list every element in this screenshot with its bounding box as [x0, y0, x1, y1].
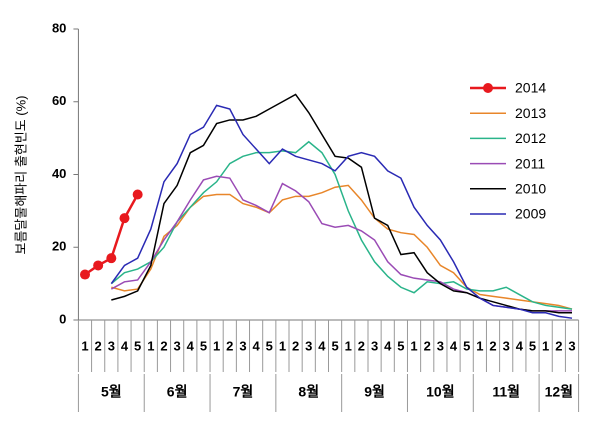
series-line — [110, 104, 573, 319]
month-label: 11월 — [492, 384, 520, 400]
x-tick-label: 2 — [489, 338, 496, 353]
x-tick-label: 1 — [81, 338, 88, 353]
x-tick-label: 5 — [463, 338, 470, 353]
x-tick-label: 3 — [568, 338, 575, 353]
x-tick-label: 1 — [476, 338, 483, 353]
x-tick-label: 2 — [424, 338, 431, 353]
x-tick-label: 1 — [542, 338, 549, 353]
month-label: 10월 — [426, 384, 454, 400]
y-axis-label: 보름달물해파리 출현빈도 (%) — [13, 95, 28, 254]
month-label: 7월 — [233, 384, 254, 400]
month-label: 9월 — [364, 384, 385, 400]
legend-label: 2012 — [515, 130, 546, 146]
x-tick-label: 5 — [331, 338, 338, 353]
x-tick-label: 2 — [95, 338, 102, 353]
x-tick-label: 1 — [279, 338, 286, 353]
x-tick-label: 4 — [384, 338, 392, 353]
month-label: 6월 — [167, 384, 188, 400]
point — [119, 213, 130, 224]
legend-label: 2011 — [515, 155, 545, 171]
x-tick-label: 1 — [345, 338, 352, 353]
x-tick-label: 3 — [371, 338, 378, 353]
x-tick-label: 5 — [134, 338, 141, 353]
x-tick-label: 5 — [397, 338, 404, 353]
series-line — [110, 140, 573, 310]
x-tick-label: 3 — [503, 338, 510, 353]
legend-label: 2009 — [515, 206, 546, 222]
x-tick-label: 2 — [160, 338, 167, 353]
y-tick-label: 60 — [52, 93, 66, 108]
series-line — [111, 93, 572, 314]
point — [106, 253, 117, 264]
x-tick-label: 4 — [318, 338, 326, 353]
x-tick-label: 5 — [529, 338, 536, 353]
x-tick-label: 4 — [516, 338, 524, 353]
x-tick-label: 4 — [187, 338, 195, 353]
x-tick-label: 2 — [226, 338, 233, 353]
month-label: 8월 — [298, 384, 319, 400]
legend-label: 2013 — [515, 105, 546, 121]
x-tick-label: 4 — [450, 338, 458, 353]
x-tick-label: 3 — [239, 338, 246, 353]
x-tick-label: 3 — [437, 338, 444, 353]
x-tick-label: 1 — [410, 338, 417, 353]
point — [132, 189, 143, 200]
x-tick-label: 5 — [266, 338, 273, 353]
series-line — [111, 184, 573, 310]
x-tick-label: 5 — [200, 338, 207, 353]
y-tick-label: 80 — [52, 20, 66, 35]
y-tick-label: 20 — [52, 239, 66, 254]
legend-marker — [483, 83, 493, 93]
x-tick-label: 2 — [358, 338, 365, 353]
legend-label: 2010 — [515, 181, 546, 197]
x-tick-label: 4 — [121, 338, 129, 353]
x-tick-label: 4 — [252, 338, 260, 353]
month-label: 5월 — [101, 384, 122, 400]
x-tick-label: 3 — [108, 338, 115, 353]
point — [80, 269, 90, 280]
x-tick-label: 3 — [305, 338, 312, 353]
x-tick-label: 2 — [292, 338, 299, 353]
y-tick-label: 40 — [52, 166, 66, 181]
series-line — [110, 175, 572, 312]
x-tick-label: 3 — [174, 338, 181, 353]
x-tick-label: 1 — [213, 338, 220, 353]
legend-label: 2014 — [515, 80, 546, 96]
y-tick-label: 0 — [59, 311, 66, 326]
x-tick-label: 2 — [555, 338, 562, 353]
x-tick-label: 1 — [147, 338, 154, 353]
point — [93, 260, 104, 271]
month-label: 12월 — [545, 384, 573, 400]
